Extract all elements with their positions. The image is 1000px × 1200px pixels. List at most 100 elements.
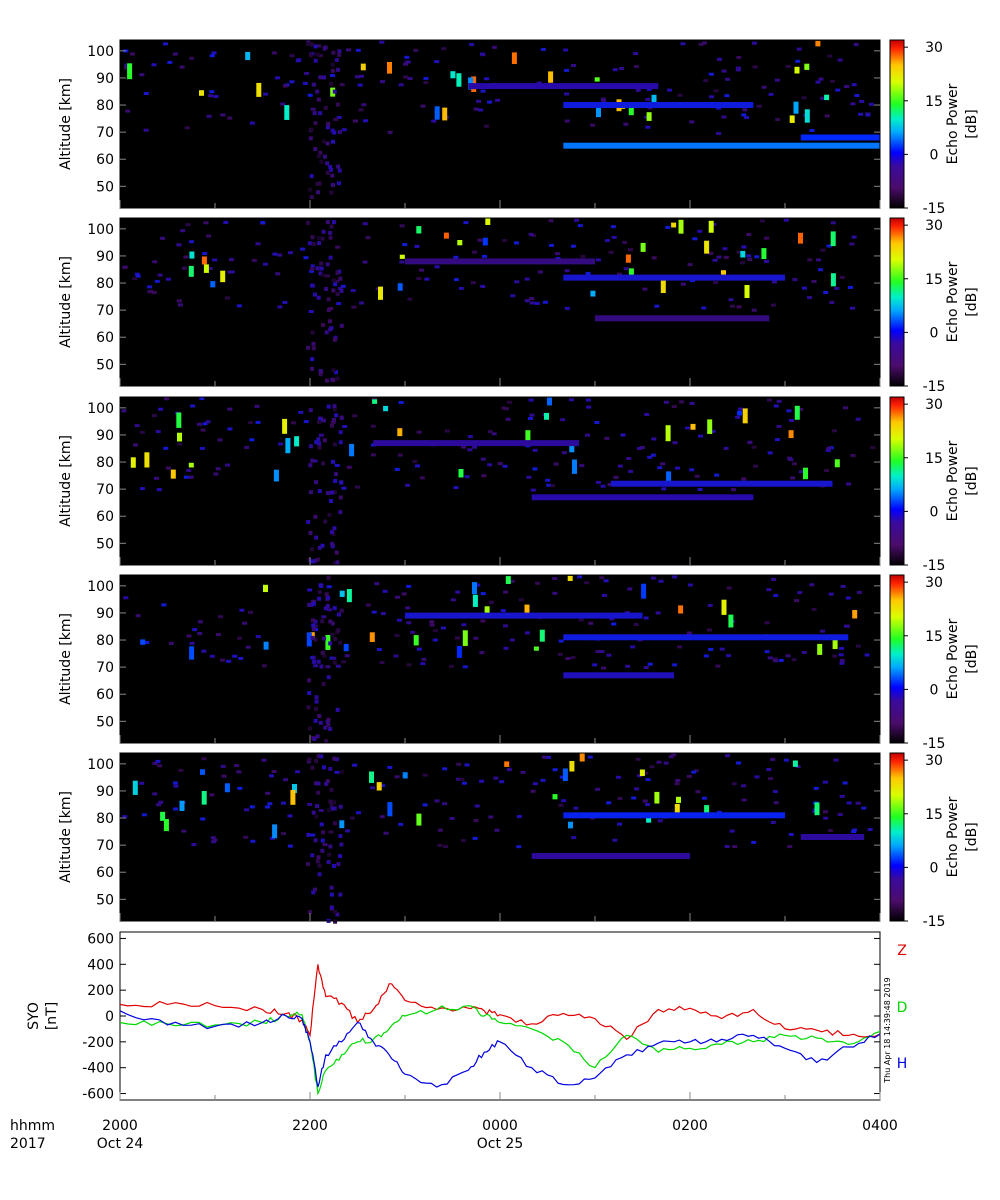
echo-layer-1 [595, 315, 770, 322]
ytick-label: 80 [96, 811, 114, 827]
time-axis-row2-label: 2017 [10, 1136, 46, 1152]
echo-layer-1 [563, 634, 849, 641]
ytick-label: 90 [96, 428, 114, 444]
ylabel: Altitude [km] [58, 78, 74, 170]
ytick-label: 70 [96, 303, 114, 319]
colorbar-label: Echo Power [945, 83, 961, 164]
radar-panel-2: 100 90 80 70 60 50 Altitude [km] 30 15 0 -15 Echo P… [58, 217, 980, 395]
colorbar-tick-label: 0 [930, 504, 939, 520]
echo-layer-2 [373, 440, 580, 447]
colorbar-tick-label: -15 [923, 558, 946, 574]
ytick-label: 50 [96, 892, 114, 908]
xtick-label: 0000 [482, 1118, 518, 1134]
timestamp: Thu Apr 18 14:39:48 2019 [883, 977, 892, 1084]
mag-ytick-label: -600 [82, 1087, 114, 1103]
ytick-label: 90 [96, 249, 114, 265]
mag-ytick-label: 200 [87, 983, 114, 999]
colorbar [889, 574, 905, 744]
echo-layer-1 [563, 142, 880, 149]
heatmap-background [120, 753, 880, 921]
echo-layer-3 [610, 480, 833, 487]
colorbar-unit: [dB] [964, 644, 980, 673]
radar-panel-4: 100 90 80 70 60 50 Altitude [km] 30 15 0 -15 Echo P… [58, 574, 980, 752]
ylabel: Altitude [km] [58, 791, 74, 883]
colorbar-tick-label: 15 [925, 272, 943, 288]
series-line-H [119, 1010, 881, 1088]
echo-layer-1 [563, 812, 785, 819]
echo-speckle [122, 218, 857, 383]
time-axis: hhmm 2017 2000 2200 0000 0200 0 400 Oct 24 Oct 25 [10, 200, 898, 1152]
colorbar-tick-label: -15 [923, 201, 946, 217]
xtick-label: 0200 [672, 1118, 708, 1134]
colorbar-tick-label: 30 [925, 575, 943, 591]
xtick-label: 2000 [102, 1118, 138, 1134]
mag-ytick-label: 600 [87, 931, 114, 947]
echo-layer-3 [468, 83, 659, 90]
echo-layer-3 [405, 612, 643, 619]
date-label: Oct 24 [97, 1136, 144, 1152]
echo-layer-2 [531, 853, 690, 859]
colorbar-label: Echo Power [945, 440, 961, 521]
ytick-label: 70 [96, 660, 114, 676]
colorbar [889, 39, 905, 209]
ytick-label: 60 [96, 687, 114, 703]
legend-H: H [897, 1056, 908, 1072]
radar-panel-3: 100 90 80 70 60 50 Altitude [km] 30 15 0 -15 Echo P… [58, 396, 980, 574]
colorbar-tick-label: -15 [923, 736, 946, 752]
echo-layer-2 [563, 102, 754, 108]
colorbar-unit: [dB] [964, 466, 980, 495]
ytick-label: 90 [96, 784, 114, 800]
colorbar-tick-label: -15 [923, 379, 946, 395]
mag-ylabel: SYO [26, 1002, 42, 1030]
colorbar [889, 752, 905, 922]
radar-panel-1: 100 90 80 70 60 50 Altitude [km] 30 15 0 -15 Echo P… [58, 39, 980, 217]
series-line-D [119, 1005, 881, 1096]
ytick-label: 100 [87, 579, 114, 595]
colorbar-tick-label: 0 [930, 325, 939, 341]
ytick-label: 100 [87, 44, 114, 60]
radar-panel-5: 100 90 80 70 60 50 Altitude [km] 30 15 0 -15 Echo P… [58, 752, 980, 930]
ytick-label: 50 [96, 357, 114, 373]
colorbar-label: Echo Power [945, 618, 961, 699]
radar-panels: 100 90 80 70 60 50 Altitude [km] 30 15 0 -15 Echo P… [58, 39, 980, 930]
ytick-label: 60 [96, 152, 114, 168]
mag-ytick-label: 400 [87, 957, 114, 973]
series-line-Z [119, 964, 881, 1041]
colorbar-tick-label: 15 [925, 807, 943, 823]
ytick-label: 60 [96, 865, 114, 881]
ytick-label: 50 [96, 179, 114, 195]
ytick-label: 100 [87, 401, 114, 417]
time-axis-row1-label: hhmm [10, 1118, 55, 1134]
heatmap-background [120, 218, 880, 386]
colorbar-tick-label: 0 [930, 860, 939, 876]
ytick-label: 90 [96, 606, 114, 622]
legend-Z: Z [897, 943, 907, 959]
colorbar-tick-label: 15 [925, 629, 943, 645]
xtick-label: 2200 [292, 1118, 328, 1134]
date-label: Oct 25 [477, 1136, 523, 1152]
colorbar-tick-label: 30 [925, 753, 943, 769]
echo-layer-2 [563, 672, 675, 679]
colorbar-tick-label: 30 [925, 218, 943, 234]
echo-layer-1 [531, 494, 754, 501]
colorbar-tick-label: 0 [930, 682, 939, 698]
ytick-label: 100 [87, 222, 114, 238]
ylabel: Altitude [km] [58, 613, 74, 705]
ytick-label: 70 [96, 838, 114, 854]
echo-layer-3 [800, 834, 865, 840]
ytick-label: 100 [87, 757, 114, 773]
ytick-label: 50 [96, 714, 114, 730]
ylabel: Altitude [km] [58, 435, 74, 527]
echo-layer-3 [405, 258, 595, 265]
mag-ytick-label: -400 [82, 1061, 114, 1077]
mag-yunit: [nT] [44, 1002, 60, 1030]
ylabel: Altitude [km] [58, 256, 74, 348]
colorbar-label: Echo Power [945, 261, 961, 342]
magnetometer-panel: 600 400 200 0 -200 -400 -600 SYO [nT] Z D H Thu Apr … [26, 931, 907, 1102]
ytick-label: 70 [96, 482, 114, 498]
mag-ytick-label: 0 [105, 1009, 114, 1025]
echo-layer-2 [563, 274, 785, 281]
ytick-label: 80 [96, 455, 114, 471]
ytick-label: 60 [96, 330, 114, 346]
ytick-label: 80 [96, 633, 114, 649]
